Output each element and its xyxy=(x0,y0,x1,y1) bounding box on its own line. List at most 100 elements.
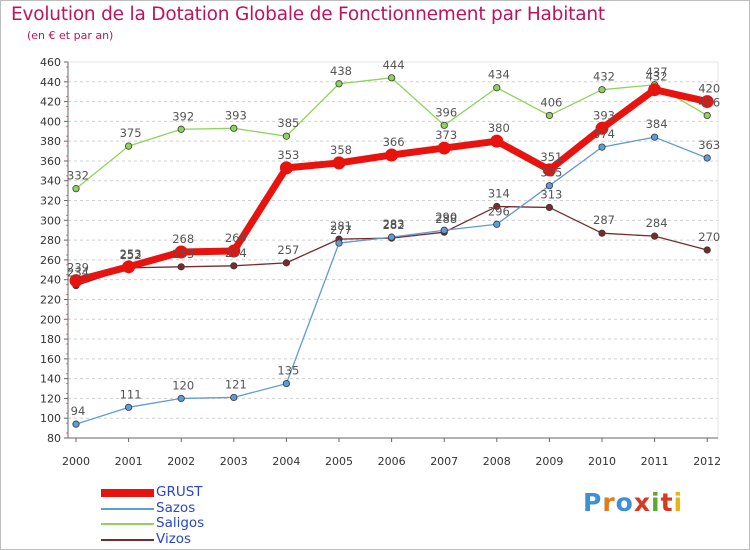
data-label-grust: 432 xyxy=(646,70,668,84)
data-label-grust: 269 xyxy=(225,231,247,245)
y-tick-label: 280 xyxy=(40,234,61,247)
data-point-saligos xyxy=(703,111,711,120)
data-label-vizos: 270 xyxy=(698,230,720,244)
data-label-grust: 380 xyxy=(488,121,510,135)
data-point-saligos xyxy=(440,121,448,129)
data-label-grust: 253 xyxy=(120,247,142,261)
data-point-grust xyxy=(700,95,714,109)
logo-letter: r xyxy=(602,488,616,517)
x-tick-label: 2002 xyxy=(167,455,195,468)
data-label-sazos: 283 xyxy=(383,217,405,231)
data-label-grust: 239 xyxy=(67,261,89,275)
logo-letter: i xyxy=(673,488,684,517)
y-tick-label: 460 xyxy=(40,56,61,69)
data-label-grust: 358 xyxy=(330,143,352,157)
y-tick-label: 80 xyxy=(47,432,61,445)
data-label-sazos: 296 xyxy=(488,204,510,218)
data-label-grust: 373 xyxy=(435,128,457,142)
data-point-vizos xyxy=(177,263,185,271)
legend-label: GRUST xyxy=(156,484,203,500)
data-point-sazos xyxy=(440,226,448,234)
legend-swatch xyxy=(101,489,154,497)
data-point-saligos xyxy=(282,132,290,140)
data-label-sazos: 374 xyxy=(593,127,615,141)
data-label-sazos: 111 xyxy=(120,387,142,401)
x-tick-label: 2006 xyxy=(378,455,406,468)
data-label-saligos: 392 xyxy=(172,109,194,123)
data-label-vizos: 288 xyxy=(435,212,457,226)
data-label-vizos: 313 xyxy=(540,187,562,201)
x-tick-label: 2009 xyxy=(535,455,563,468)
data-point-saligos xyxy=(177,125,185,133)
data-label-vizos: 282 xyxy=(383,218,405,232)
data-point-grust xyxy=(69,274,83,288)
y-tick-label: 360 xyxy=(40,155,61,168)
data-label-grust: 353 xyxy=(277,148,299,162)
legend-swatch xyxy=(101,538,154,541)
x-tick-label: 2004 xyxy=(272,455,300,468)
data-point-vizos xyxy=(282,259,290,267)
y-tick-label: 400 xyxy=(40,115,61,128)
data-point-sazos xyxy=(545,182,554,190)
x-tick-label: 2005 xyxy=(325,455,353,468)
data-label-saligos: 385 xyxy=(277,116,299,130)
data-label-saligos: 332 xyxy=(67,169,89,183)
data-point-grust xyxy=(227,244,241,258)
chart-title: Evolution de la Dotation Globale de Fonc… xyxy=(11,4,605,25)
data-point-sazos xyxy=(650,133,659,141)
data-label-sazos: 335 xyxy=(540,166,562,180)
data-point-vizos xyxy=(230,262,238,270)
data-label-saligos: 444 xyxy=(383,58,405,72)
data-label-sazos: 120 xyxy=(172,378,194,392)
data-label-vizos: 254 xyxy=(225,246,247,260)
data-point-vizos xyxy=(493,202,501,211)
legend-label: Vizos xyxy=(156,530,192,547)
data-label-saligos: 434 xyxy=(488,68,510,82)
legend-label: Sazos xyxy=(156,499,196,516)
data-point-saligos xyxy=(598,86,606,94)
data-point-sazos xyxy=(598,143,606,151)
data-point-sazos xyxy=(493,220,501,228)
y-tick-label: 440 xyxy=(40,76,61,89)
y-tick-label: 240 xyxy=(40,274,61,287)
data-point-grust xyxy=(490,134,504,148)
x-tick-label: 2007 xyxy=(430,455,458,468)
data-label-vizos: 252 xyxy=(120,248,142,262)
x-tick-label: 2011 xyxy=(641,455,669,468)
data-label-vizos: 257 xyxy=(277,243,299,257)
data-point-grust xyxy=(174,245,188,259)
data-label-sazos: 135 xyxy=(277,364,299,378)
data-point-sazos xyxy=(335,239,343,247)
data-point-saligos xyxy=(72,185,80,193)
y-tick-label: 100 xyxy=(40,412,61,425)
data-label-vizos: 253 xyxy=(172,247,194,261)
x-tick-label: 2010 xyxy=(588,455,616,468)
y-tick-label: 340 xyxy=(40,175,61,188)
y-tick-label: 420 xyxy=(40,96,61,109)
data-label-sazos: 363 xyxy=(698,138,720,152)
data-label-grust: 351 xyxy=(540,150,562,164)
data-point-saligos xyxy=(387,74,396,82)
data-point-sazos xyxy=(703,154,711,162)
y-tick-label: 200 xyxy=(40,313,61,326)
data-label-sazos: 384 xyxy=(646,117,668,131)
data-label-sazos: 277 xyxy=(330,223,352,237)
data-label-sazos: 290 xyxy=(435,210,457,224)
data-label-vizos: 234 xyxy=(67,266,89,280)
y-tick-label: 120 xyxy=(40,392,61,405)
data-point-vizos xyxy=(598,229,606,237)
x-tick-label: 2001 xyxy=(115,455,143,468)
chart-subtitle: (en € et par an) xyxy=(27,29,114,42)
data-point-sazos xyxy=(387,233,396,241)
y-tick-label: 260 xyxy=(40,254,61,267)
data-point-sazos xyxy=(72,420,80,428)
data-point-saligos xyxy=(493,84,501,92)
data-point-vizos xyxy=(650,232,659,240)
logo-letter: x xyxy=(633,488,651,517)
data-point-sazos xyxy=(282,379,290,388)
data-point-sazos xyxy=(177,394,185,403)
logo-letter: t xyxy=(660,488,674,517)
data-point-grust xyxy=(437,141,451,155)
data-label-saligos: 406 xyxy=(698,95,720,109)
